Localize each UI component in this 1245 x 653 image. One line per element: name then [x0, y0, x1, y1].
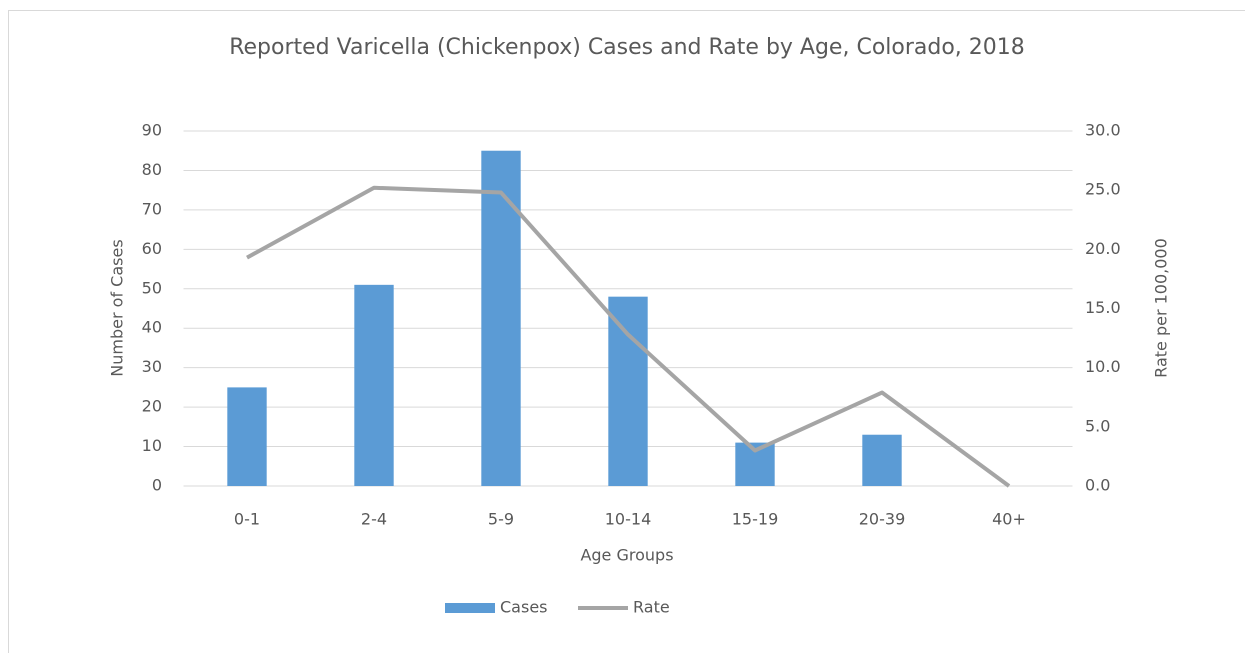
y-tick-label: 0: [152, 476, 162, 495]
y2-tick-label: 10.0: [1085, 357, 1121, 376]
legend-label: Cases: [500, 598, 548, 617]
y2-tick-label: 0.0: [1085, 476, 1110, 495]
chart-title: Reported Varicella (Chickenpox) Cases an…: [229, 35, 1025, 60]
bar: [608, 296, 648, 486]
y2-tick-label: 25.0: [1085, 180, 1121, 199]
y2-tick-label: 15.0: [1085, 298, 1121, 317]
legend-label: Rate: [633, 598, 670, 617]
y-tick-label: 10: [142, 436, 162, 455]
bar: [354, 284, 394, 486]
x-tick-label: 20-39: [859, 510, 906, 529]
y-tick-label: 40: [142, 318, 162, 337]
y2-tick-label: 5.0: [1085, 416, 1110, 435]
y2-tick-label: 20.0: [1085, 239, 1121, 258]
y-tick-label: 80: [142, 160, 162, 179]
y2-tick-label: 30.0: [1085, 121, 1121, 140]
x-tick-label: 40+: [992, 510, 1026, 529]
y-tick-label: 70: [142, 199, 162, 218]
x-tick-label: 15-19: [732, 510, 779, 529]
x-tick-label: 2-4: [361, 510, 387, 529]
y2-axis-title: Rate per 100,000: [1152, 238, 1171, 378]
y-tick-label: 60: [142, 239, 162, 258]
bar: [481, 150, 521, 486]
bar: [862, 434, 902, 486]
x-axis-title: Age Groups: [580, 546, 673, 565]
y-axis-title: Number of Cases: [108, 239, 127, 376]
x-tick-label: 0-1: [234, 510, 260, 529]
bar: [227, 387, 267, 486]
x-tick-label: 10-14: [605, 510, 652, 529]
legend-swatch: [445, 603, 495, 613]
y-tick-label: 20: [142, 397, 162, 416]
rate-line: [246, 185, 1011, 488]
y-tick-label: 30: [142, 357, 162, 376]
y-tick-label: 90: [142, 121, 162, 140]
x-tick-label: 5-9: [488, 510, 514, 529]
y-tick-label: 50: [142, 278, 162, 297]
